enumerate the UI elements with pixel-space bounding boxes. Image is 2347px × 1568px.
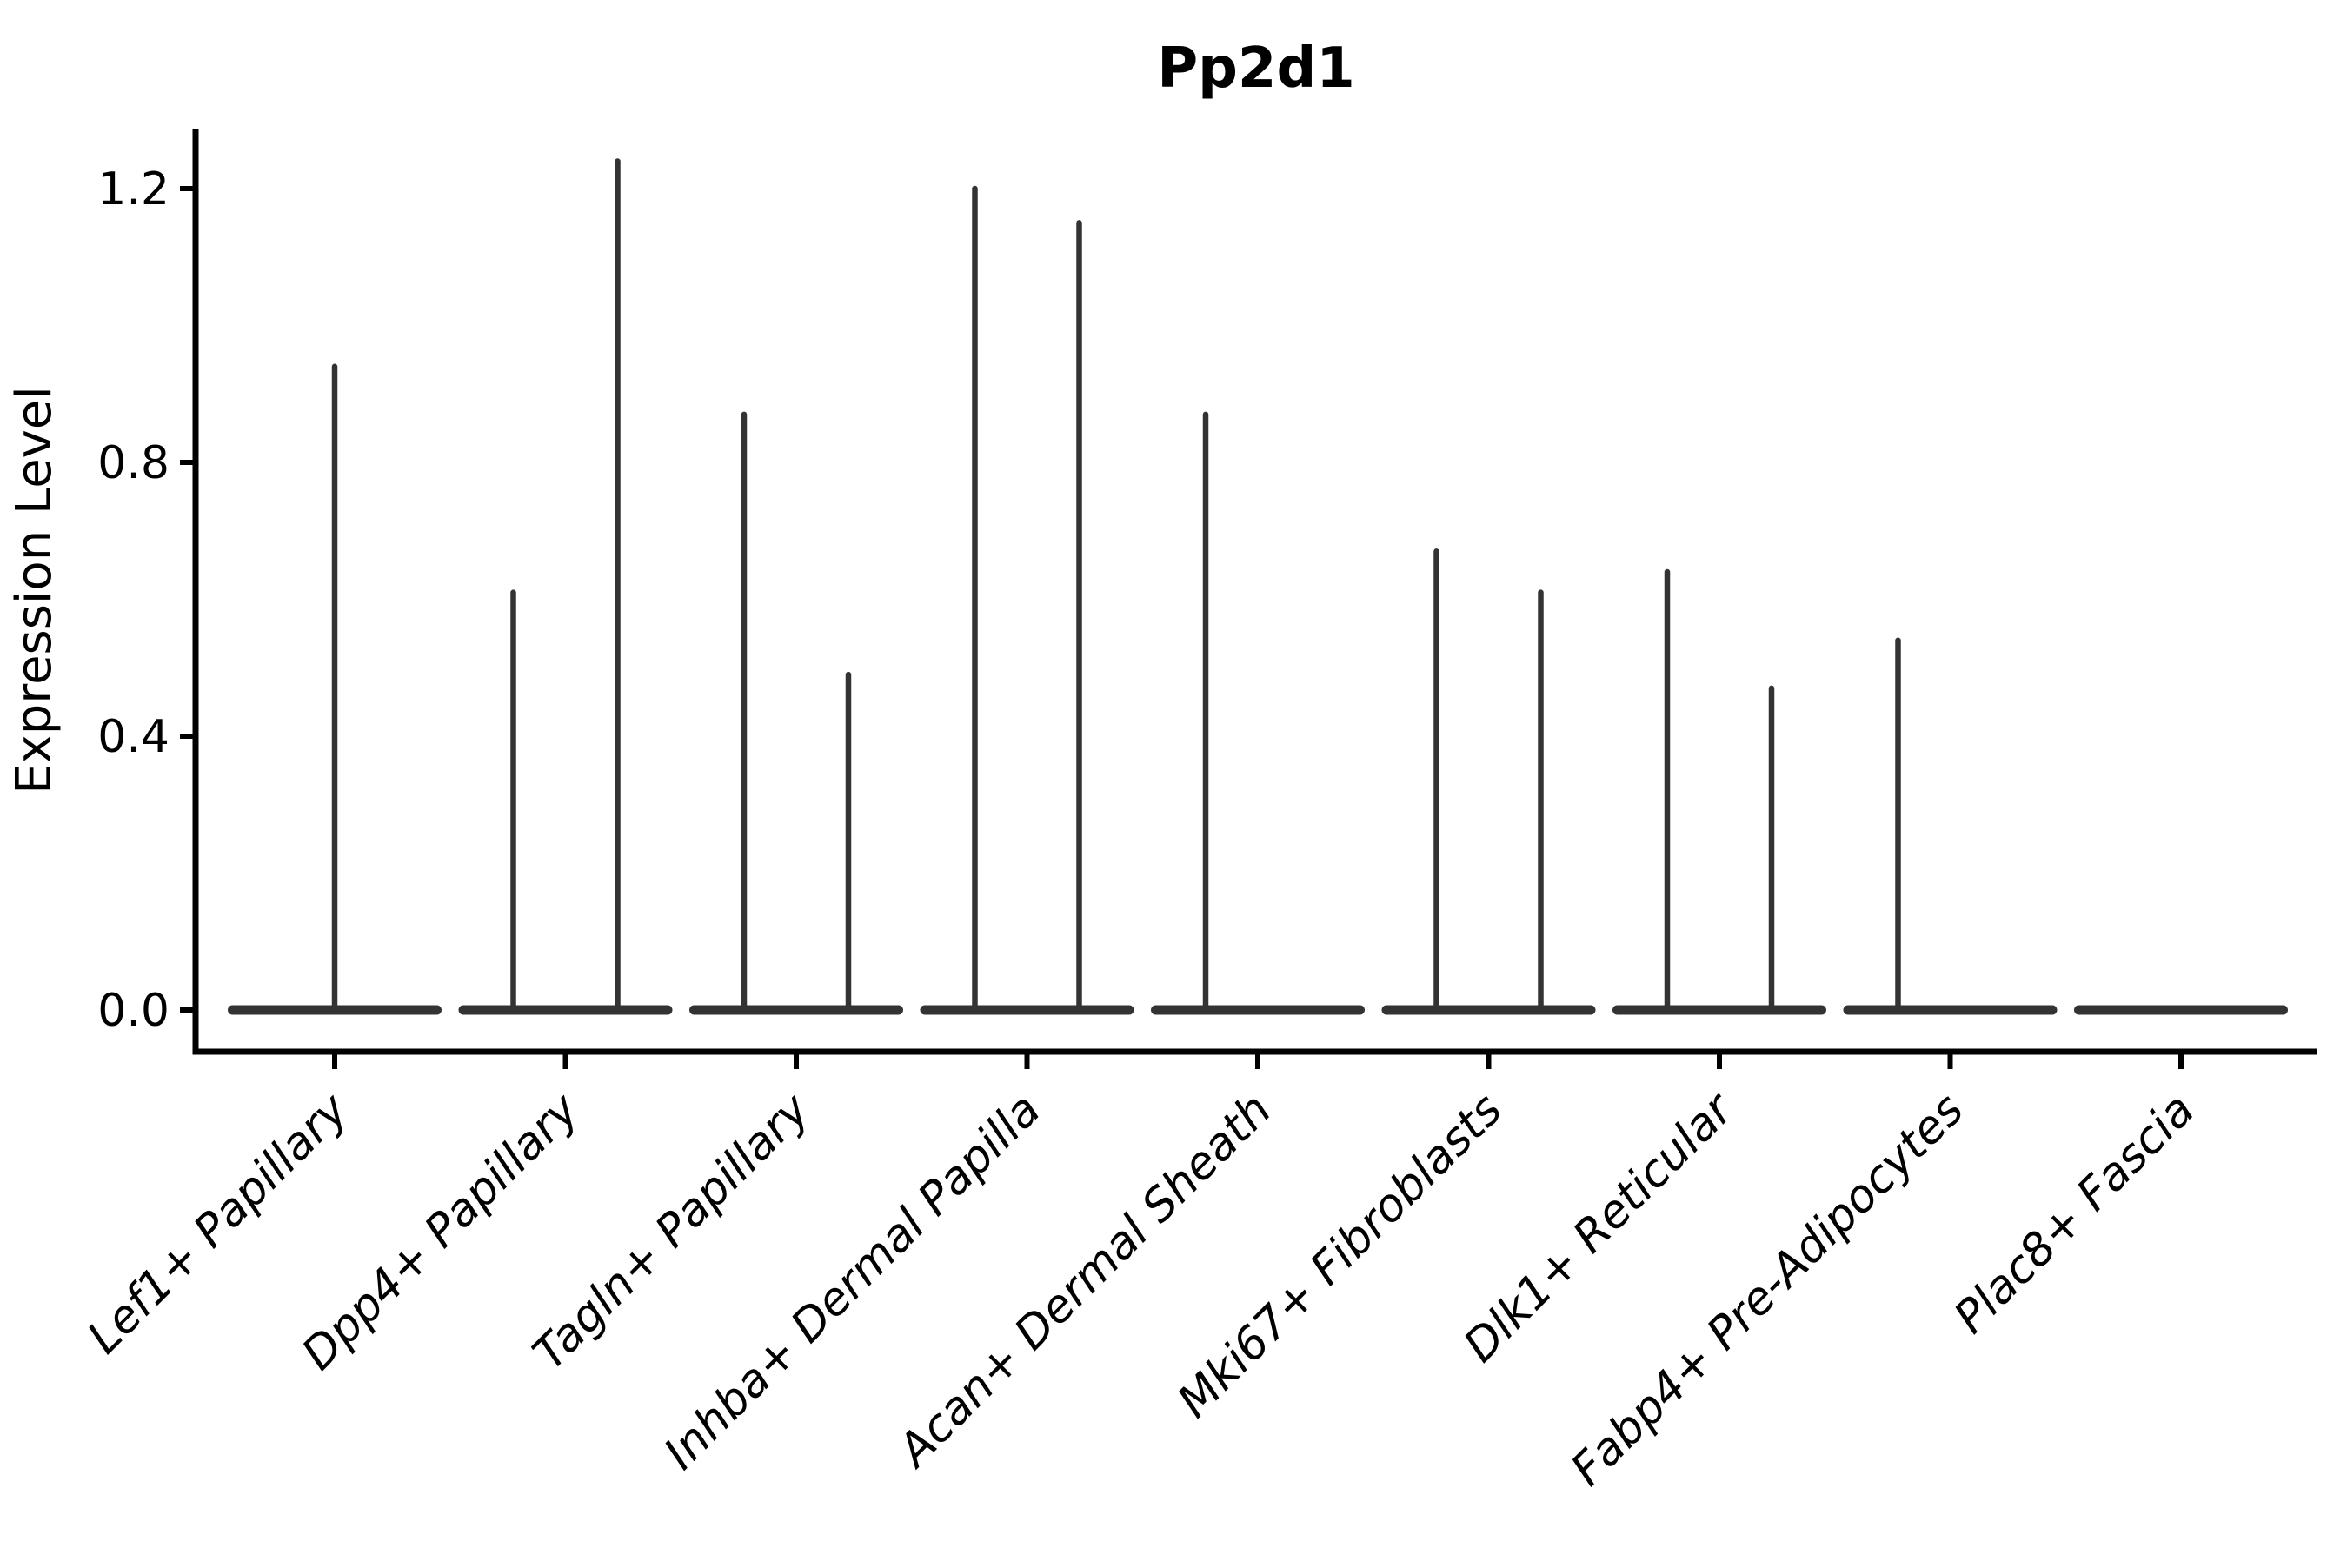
- violin-body: [1381, 1005, 1596, 1015]
- y-tick-label: 0.8: [97, 437, 170, 489]
- y-axis-label: Expression Level: [6, 386, 63, 794]
- violin-body: [1612, 1005, 1826, 1015]
- x-tick-label: Plac8+ Fascia: [1945, 1084, 2204, 1344]
- violin-body: [689, 1005, 903, 1015]
- violin-body: [1843, 1005, 2058, 1015]
- violin-body: [458, 1005, 673, 1015]
- violins: [228, 158, 2288, 1015]
- y-tick-label: 0.0: [97, 985, 170, 1037]
- violin-body: [2074, 1005, 2288, 1015]
- x-tick-label: Acan+ Dermal Sheath: [887, 1084, 1281, 1478]
- violin-body: [1151, 1005, 1365, 1015]
- x-tick-label: Fabp4+ Pre-Adipocytes: [1561, 1084, 1974, 1497]
- y-tick-label: 1.2: [97, 163, 170, 216]
- x-tick-label: Inhba+ Dermal Papilla: [655, 1084, 1051, 1480]
- chart-title: Pp2d1: [1157, 37, 1355, 101]
- y-tick-label: 0.4: [97, 711, 170, 763]
- violin-body: [920, 1005, 1134, 1015]
